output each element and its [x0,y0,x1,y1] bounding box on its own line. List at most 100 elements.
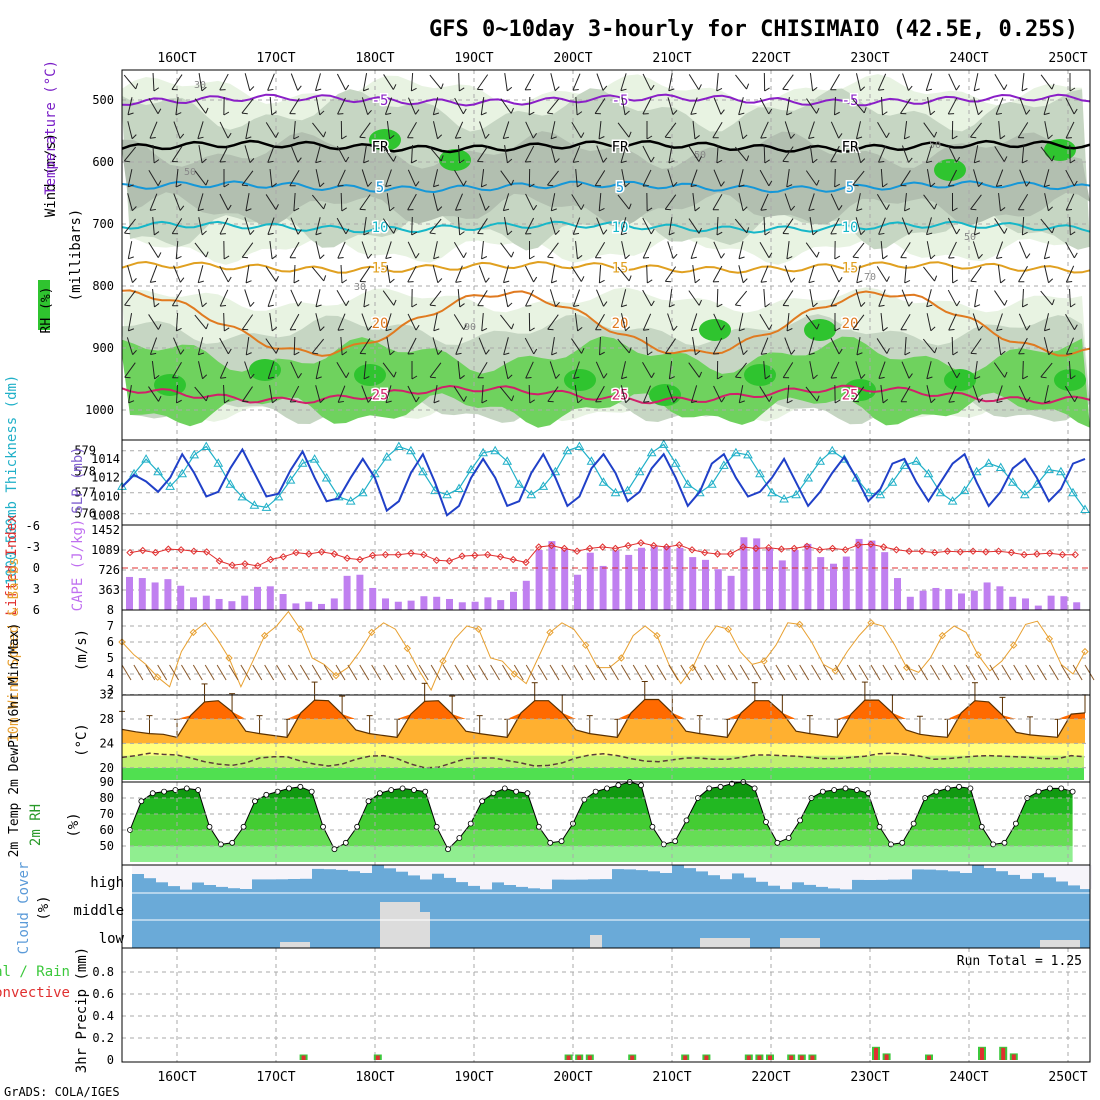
wind-10m-barb [288,664,298,681]
wind-barb [362,73,370,92]
barb-flag [595,329,602,331]
wind-frame [121,609,1091,696]
temp-contour [121,384,1091,405]
wind-barb [127,313,135,332]
wind-10m-barb [406,664,417,681]
wind-barb [738,97,745,116]
wind-barb [528,168,535,188]
wind-barb [123,74,139,90]
thickness-marker [610,487,621,497]
barb-shaft [336,73,347,91]
cloud-high-gap [384,865,396,869]
barb-flag [433,184,440,188]
wind-10m-barb [537,664,548,681]
barb-flag [157,108,162,115]
wind-barb [525,361,534,379]
wind-barb [881,96,888,116]
cloud-high-gap [516,865,528,887]
barb-shaft [808,121,815,139]
barb-flag [768,396,773,402]
wind-10m-barb [882,664,893,681]
wind-10m-barb [811,664,821,681]
date-label-bottom: 23OCT [850,1070,889,1085]
barb-flag [459,87,465,92]
barb-flag [198,352,205,356]
wind-barb [244,73,255,92]
wind-barb [244,145,255,163]
wind-barb [525,121,537,139]
wind-barb [760,265,769,283]
barb-flag [812,86,818,92]
wind-barb [149,121,158,139]
wind-barb [219,121,232,139]
barb-flag [172,305,179,307]
wind-barb [265,266,279,282]
wind-10m-barb [395,664,405,681]
wind-barb [738,121,748,140]
barb-flag [223,255,230,260]
wind-barb [878,217,886,235]
barb-shaft [550,265,556,283]
barb-shaft [219,361,229,379]
wind-barb [1022,360,1029,380]
barb-flag [786,184,793,188]
barb-flag [176,399,182,404]
barb-flag [289,113,296,115]
wind-barb [572,73,581,91]
wind-barb [926,313,936,332]
cloud-high-gap [156,865,168,883]
li-marker [918,547,926,555]
barb-shaft [124,290,136,306]
cloud-low-patch [780,938,820,948]
barb-shaft [900,98,911,114]
barb-shaft [479,121,486,139]
barb-shaft [760,121,769,139]
li-marker [1071,550,1079,559]
barb-shaft [315,361,321,379]
rh-marker [581,796,588,803]
barb-shaft [596,217,604,235]
li-marker [611,544,620,553]
wind-barb [738,193,748,212]
wind-barb [713,313,725,331]
rh-marker [365,798,372,805]
dewpoint-line [121,752,1086,769]
thickness-marker [562,445,573,455]
barb-flag [934,275,938,282]
barb-shaft [596,73,604,91]
wind-barb [809,145,818,164]
barb-flag [529,183,535,188]
rh-marker [252,798,258,805]
thickness-line [121,443,1086,510]
barb-flag [245,280,252,284]
barb-shaft [1017,194,1029,210]
barb-shaft [432,169,439,187]
barb-flag [621,376,628,380]
wind-barb [245,337,252,356]
li-marker [190,547,198,555]
barb-flag [690,256,697,259]
wind-barb [620,145,627,164]
barb-shaft [856,337,861,355]
barb-flag [577,255,583,260]
wind-barb [852,170,865,187]
barb-flag [171,88,178,91]
wind-barb [385,385,392,404]
barb-shaft [478,193,487,211]
precip-conv-bar [630,1055,635,1060]
li-marker [496,553,505,561]
wind-barb [1065,265,1075,283]
barb-flag [293,279,300,284]
wind-barb [337,241,346,259]
barb-flag [338,400,344,403]
wind-marker [653,631,661,640]
barb-flag [128,400,135,404]
wind-barb [599,336,605,356]
barb-flag [650,300,655,307]
barb-shaft [1022,360,1024,380]
wind-barb [596,145,608,163]
wind-barb [994,218,1008,234]
barb-flag [1022,375,1029,380]
wind-barb [1066,337,1074,355]
barb-flag [746,155,750,162]
